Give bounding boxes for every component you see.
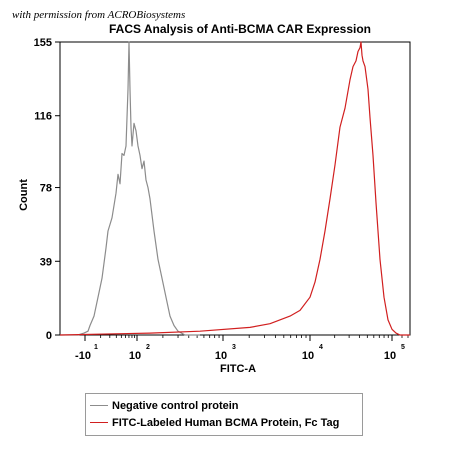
x-tick-exponent: 4 xyxy=(319,344,323,351)
legend-item-negative-control: Negative control protein xyxy=(90,397,362,414)
x-axis-label: FITC-A xyxy=(220,363,256,375)
x-tick-label: 10 xyxy=(302,350,314,362)
legend-item-bcma-protein: FITC-Labeled Human BCMA Protein, Fc Tag xyxy=(90,414,362,431)
legend-swatch-gray xyxy=(90,405,108,406)
x-tick-exponent: 5 xyxy=(401,344,405,351)
x-tick-label: -10 xyxy=(75,350,91,362)
y-tick-label: 155 xyxy=(34,37,52,49)
series-bcma-protein-line xyxy=(59,41,410,336)
y-tick-label: 0 xyxy=(46,330,52,342)
x-tick-exponent: 2 xyxy=(146,344,150,351)
x-tick-label: 10 xyxy=(129,350,141,362)
x-tick-exponent: 3 xyxy=(232,344,236,351)
series-negative-control-line xyxy=(60,41,200,336)
y-tick-label: 116 xyxy=(34,111,52,123)
x-tick-label: 10 xyxy=(215,350,227,362)
y-tick-label: 39 xyxy=(40,256,52,268)
permission-credit: with permission from ACROBiosystems xyxy=(12,9,186,21)
legend-swatch-red xyxy=(90,422,108,423)
legend-label-bcma-protein: FITC-Labeled Human BCMA Protein, Fc Tag xyxy=(112,416,340,429)
x-tick-label: 10 xyxy=(384,350,396,362)
y-axis-label: Count xyxy=(18,179,30,211)
legend-label-negative-control: Negative control protein xyxy=(112,399,239,412)
chart-legend: Negative control protein FITC-Labeled Hu… xyxy=(85,393,363,436)
plot-frame xyxy=(59,41,411,336)
chart-title: FACS Analysis of Anti-BCMA CAR Expressio… xyxy=(108,22,372,36)
x-tick-exponent: 1 xyxy=(94,344,98,351)
y-tick-label: 78 xyxy=(40,183,52,195)
